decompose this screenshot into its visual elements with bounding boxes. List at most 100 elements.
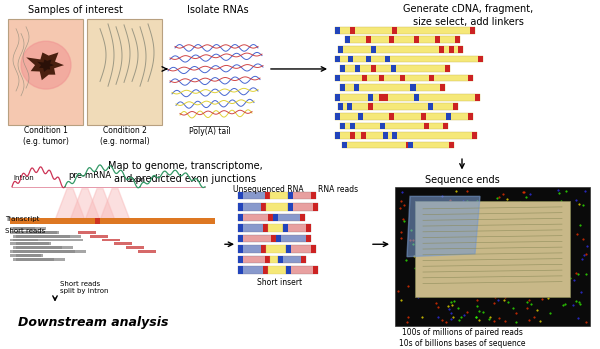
Bar (411, 84, 416, 91)
Bar (288, 192, 293, 199)
Bar (410, 84, 415, 91)
Bar (238, 245, 266, 253)
Bar (383, 132, 388, 139)
Bar (350, 27, 355, 34)
Bar (440, 84, 445, 91)
Bar (16, 235, 81, 238)
Bar (238, 235, 276, 242)
Bar (468, 75, 473, 81)
Bar (383, 94, 388, 101)
Bar (335, 113, 473, 120)
Bar (300, 214, 305, 221)
Text: Short insert: Short insert (257, 278, 302, 287)
Text: Unsequenced RNA: Unsequenced RNA (233, 185, 304, 194)
Polygon shape (85, 189, 115, 220)
Bar (238, 266, 268, 274)
Bar (335, 132, 340, 139)
Bar (313, 203, 318, 211)
Bar (10, 227, 35, 230)
Bar (439, 46, 444, 53)
Bar (268, 224, 283, 232)
Bar (335, 55, 483, 62)
Bar (286, 266, 318, 274)
Bar (400, 75, 405, 81)
Bar (273, 214, 278, 221)
Bar (362, 75, 367, 81)
Bar (95, 218, 100, 224)
Text: Intron: Intron (13, 175, 34, 181)
Bar (335, 132, 477, 139)
Bar (342, 142, 347, 148)
Bar (288, 192, 316, 199)
Bar (347, 103, 352, 110)
Bar (389, 36, 394, 43)
Bar (335, 75, 340, 81)
Bar (270, 256, 278, 263)
Polygon shape (407, 196, 480, 257)
Bar (345, 36, 350, 43)
Bar (263, 266, 268, 274)
Bar (306, 224, 311, 232)
Bar (283, 224, 311, 232)
Bar (90, 235, 108, 238)
Bar (470, 27, 475, 34)
Bar (13, 246, 62, 249)
Bar (371, 46, 376, 53)
Bar (266, 245, 286, 253)
Bar (286, 266, 291, 274)
Bar (472, 132, 477, 139)
Bar (348, 55, 353, 62)
Bar (311, 245, 316, 253)
Text: Short reads: Short reads (5, 228, 45, 234)
Bar (238, 192, 243, 199)
Bar (138, 250, 156, 253)
Bar (238, 203, 266, 211)
Bar (478, 55, 483, 62)
Bar (238, 266, 243, 274)
Bar (335, 113, 340, 120)
Bar (391, 65, 396, 72)
Bar (13, 235, 70, 238)
Text: Condition 1
(e.g. tumor): Condition 1 (e.g. tumor) (23, 126, 69, 146)
Polygon shape (100, 189, 130, 220)
Bar (350, 132, 355, 139)
Bar (283, 224, 288, 232)
Bar (238, 203, 243, 211)
Bar (368, 94, 373, 101)
Bar (266, 203, 288, 211)
Bar (238, 256, 270, 263)
Bar (340, 122, 345, 129)
Bar (354, 84, 359, 91)
Bar (13, 238, 38, 242)
Bar (301, 256, 306, 263)
Text: Map to genome, transcriptome,
and predicted exon junctions: Map to genome, transcriptome, and predic… (107, 161, 262, 184)
Bar (16, 254, 41, 257)
Bar (238, 245, 243, 253)
Bar (446, 113, 451, 120)
Bar (421, 113, 426, 120)
Bar (429, 75, 434, 81)
Bar (468, 113, 473, 120)
Bar (288, 203, 293, 211)
Bar (379, 94, 384, 101)
Bar (10, 242, 51, 245)
Text: Generate cDNA, fragment,
size select, add linkers: Generate cDNA, fragment, size select, ad… (403, 4, 533, 27)
Text: 100s of millions of paired reads
10s of billions bases of sequence: 100s of millions of paired reads 10s of … (399, 328, 525, 348)
Bar (286, 245, 291, 253)
Bar (268, 214, 273, 221)
Bar (238, 192, 270, 199)
Text: Condition 2
(e.g. normal): Condition 2 (e.g. normal) (100, 126, 150, 146)
Bar (10, 231, 59, 234)
Bar (435, 36, 440, 43)
Bar (271, 235, 276, 242)
Bar (340, 84, 345, 91)
Bar (238, 224, 268, 232)
Polygon shape (55, 189, 85, 220)
Bar (278, 256, 306, 263)
Bar (342, 142, 454, 148)
Text: RNA reads: RNA reads (318, 185, 358, 194)
Bar (414, 36, 419, 43)
Text: Transcript: Transcript (5, 216, 40, 222)
Bar (16, 258, 65, 261)
Bar (389, 113, 394, 120)
